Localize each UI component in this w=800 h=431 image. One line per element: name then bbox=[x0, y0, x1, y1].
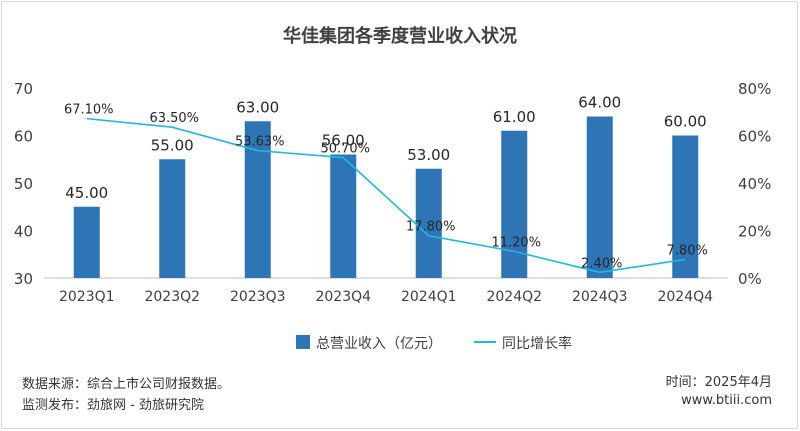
bar bbox=[244, 121, 271, 278]
x-tick-label: 2023Q4 bbox=[315, 289, 371, 305]
growth-rate-line bbox=[86, 117, 686, 274]
date-note: 时间：2025年4月 bbox=[665, 375, 772, 390]
website-note: www.btiii.com bbox=[681, 393, 772, 408]
line-value-label: 17.80% bbox=[406, 220, 456, 235]
line-value-label: 53.63% bbox=[235, 135, 285, 150]
y-right-tick-label: 80% bbox=[738, 80, 771, 98]
bar-value-label: 45.00 bbox=[65, 184, 108, 202]
line-value-label: 50.70% bbox=[320, 142, 370, 157]
bar-value-label: 64.00 bbox=[578, 94, 621, 112]
legend-line-label: 同比增长率 bbox=[502, 335, 572, 352]
x-tick-label: 2023Q3 bbox=[230, 289, 286, 305]
x-tick-label: 2024Q2 bbox=[486, 289, 542, 305]
bar-value-label: 63.00 bbox=[236, 98, 279, 116]
chart-title: 华佳集团各季度营业收入状况 bbox=[283, 26, 517, 47]
bar bbox=[501, 130, 528, 278]
bar-value-label: 60.00 bbox=[664, 113, 707, 131]
bar-value-label: 56.00 bbox=[322, 132, 365, 150]
y-left-tick-label: 40 bbox=[14, 223, 33, 241]
bar bbox=[415, 168, 442, 278]
bar bbox=[73, 206, 100, 278]
x-tick-label: 2023Q2 bbox=[144, 289, 200, 305]
line-value-label: 11.20% bbox=[491, 235, 541, 250]
bar bbox=[330, 154, 357, 278]
line-value-label: 63.50% bbox=[149, 111, 199, 126]
y-right-tick-label: 60% bbox=[738, 128, 771, 146]
y-left-tick-label: 30 bbox=[14, 270, 33, 288]
x-tick-label: 2024Q4 bbox=[657, 289, 713, 305]
y-right-tick-label: 40% bbox=[738, 175, 771, 193]
x-tick-label: 2023Q1 bbox=[59, 289, 115, 305]
y-left-tick-label: 70 bbox=[14, 80, 33, 98]
line-value-label: 2.40% bbox=[581, 256, 622, 271]
x-tick-label: 2024Q1 bbox=[401, 289, 457, 305]
line-value-label: 67.10% bbox=[64, 103, 114, 118]
bar-value-label: 61.00 bbox=[493, 108, 536, 126]
legend-bar-label: 总营业收入（亿元） bbox=[316, 336, 442, 352]
y-left-tick-label: 60 bbox=[14, 128, 33, 146]
bar bbox=[586, 116, 613, 278]
data-source-note: 数据来源：综合上市公司财报数据。 bbox=[22, 377, 231, 392]
y-right-tick-label: 0% bbox=[738, 270, 762, 288]
bar bbox=[159, 159, 186, 278]
legend-bar-swatch bbox=[296, 335, 310, 349]
y-left-tick-label: 50 bbox=[14, 175, 33, 193]
bar-value-label: 55.00 bbox=[151, 136, 194, 154]
publisher-note: 监测发布：劲旅网 - 劲旅研究院 bbox=[22, 398, 204, 413]
bar bbox=[672, 135, 699, 278]
bar-value-label: 53.00 bbox=[407, 146, 450, 164]
y-right-tick-label: 20% bbox=[738, 223, 771, 241]
x-tick-label: 2024Q3 bbox=[572, 289, 628, 305]
line-value-label: 7.80% bbox=[667, 243, 708, 258]
